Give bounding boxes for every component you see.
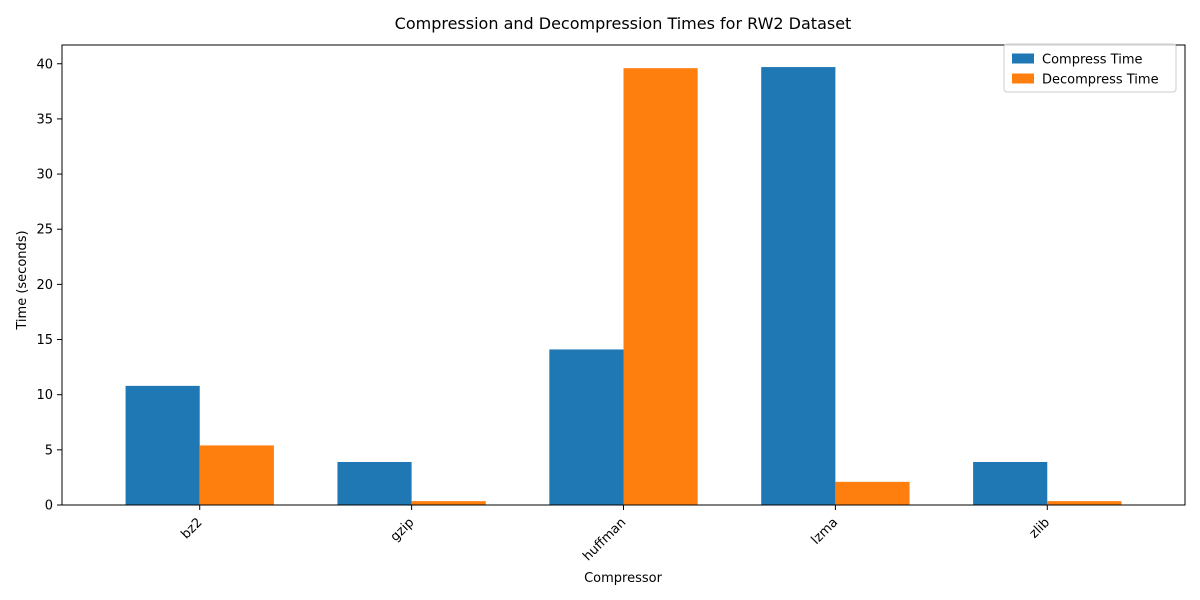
bar-compress-time-lzma xyxy=(761,67,836,505)
legend-label-decompress-time: Decompress Time xyxy=(1042,73,1159,88)
legend: Compress Time Decompress Time xyxy=(1003,43,1177,93)
bar-decompress-time-bz2 xyxy=(199,445,274,505)
bar-compress-time-bz2 xyxy=(125,385,200,505)
legend-swatch-decompress-time xyxy=(1012,73,1034,84)
y-tick-label: 20 xyxy=(36,278,53,293)
legend-swatch-compress-time xyxy=(1012,53,1034,64)
bar-compress-time-huffman xyxy=(549,349,624,505)
y-tick-label: 35 xyxy=(36,112,53,127)
bars-layer xyxy=(125,67,1122,505)
bar-decompress-time-lzma xyxy=(835,481,910,505)
x-axis-title: Compressor xyxy=(584,571,663,586)
y-tick-label: 40 xyxy=(36,57,53,72)
bar-decompress-time-gzip xyxy=(411,501,486,505)
legend-label-compress-time: Compress Time xyxy=(1042,53,1143,68)
y-tick-label: 10 xyxy=(36,388,53,403)
bar-decompress-time-huffman xyxy=(623,68,698,505)
y-axis-title: Time (seconds) xyxy=(15,230,30,330)
chart-title: Compression and Decompression Times for … xyxy=(395,14,852,33)
bar-compress-time-gzip xyxy=(337,461,412,505)
y-tick-label: 15 xyxy=(36,333,53,348)
y-tick-label: 0 xyxy=(45,499,53,514)
bar-compress-time-zlib xyxy=(973,461,1048,505)
bar-decompress-time-zlib xyxy=(1047,501,1122,505)
y-tick-label: 30 xyxy=(36,168,53,183)
y-tick-label: 5 xyxy=(45,443,53,458)
legend-box xyxy=(1003,43,1177,93)
y-tick-label: 25 xyxy=(36,223,53,238)
